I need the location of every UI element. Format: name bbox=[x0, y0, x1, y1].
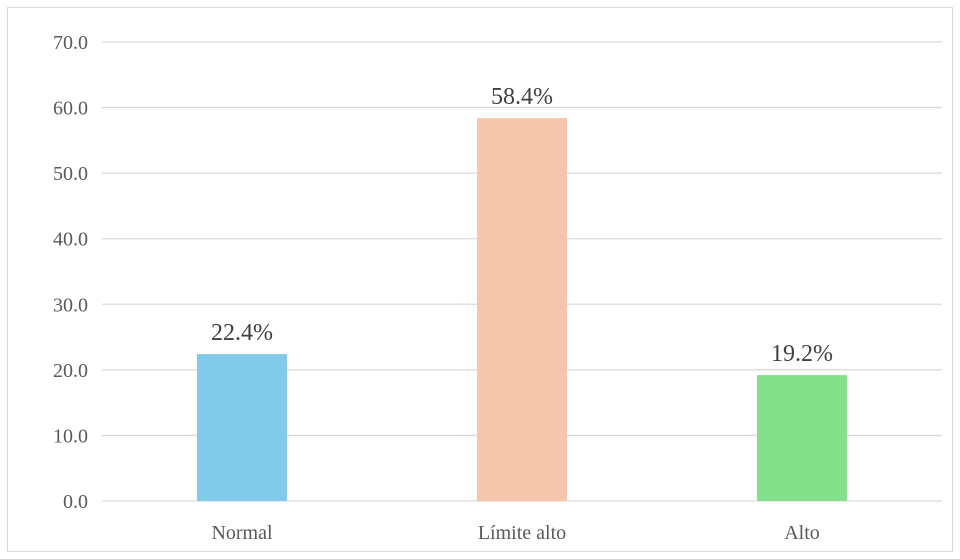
data-label: 58.4% bbox=[491, 84, 553, 110]
x-category-label: Alto bbox=[784, 522, 820, 544]
y-tick-label: 60.0 bbox=[53, 98, 88, 120]
data-label: 19.2% bbox=[771, 341, 833, 367]
y-tick-label: 70.0 bbox=[53, 32, 88, 54]
x-category-label: Normal bbox=[211, 522, 273, 544]
bar-2 bbox=[477, 118, 567, 501]
bar-3 bbox=[757, 375, 847, 501]
data-label: 22.4% bbox=[211, 320, 273, 346]
y-tick-label: 50.0 bbox=[53, 163, 88, 185]
y-tick-label: 20.0 bbox=[53, 360, 88, 382]
y-tick-label: 0.0 bbox=[63, 491, 88, 513]
x-category-label: Límite alto bbox=[478, 522, 566, 544]
y-tick-label: 10.0 bbox=[53, 425, 88, 447]
y-tick-label: 30.0 bbox=[53, 294, 88, 316]
y-tick-label: 40.0 bbox=[53, 229, 88, 251]
bar-1 bbox=[197, 354, 287, 501]
